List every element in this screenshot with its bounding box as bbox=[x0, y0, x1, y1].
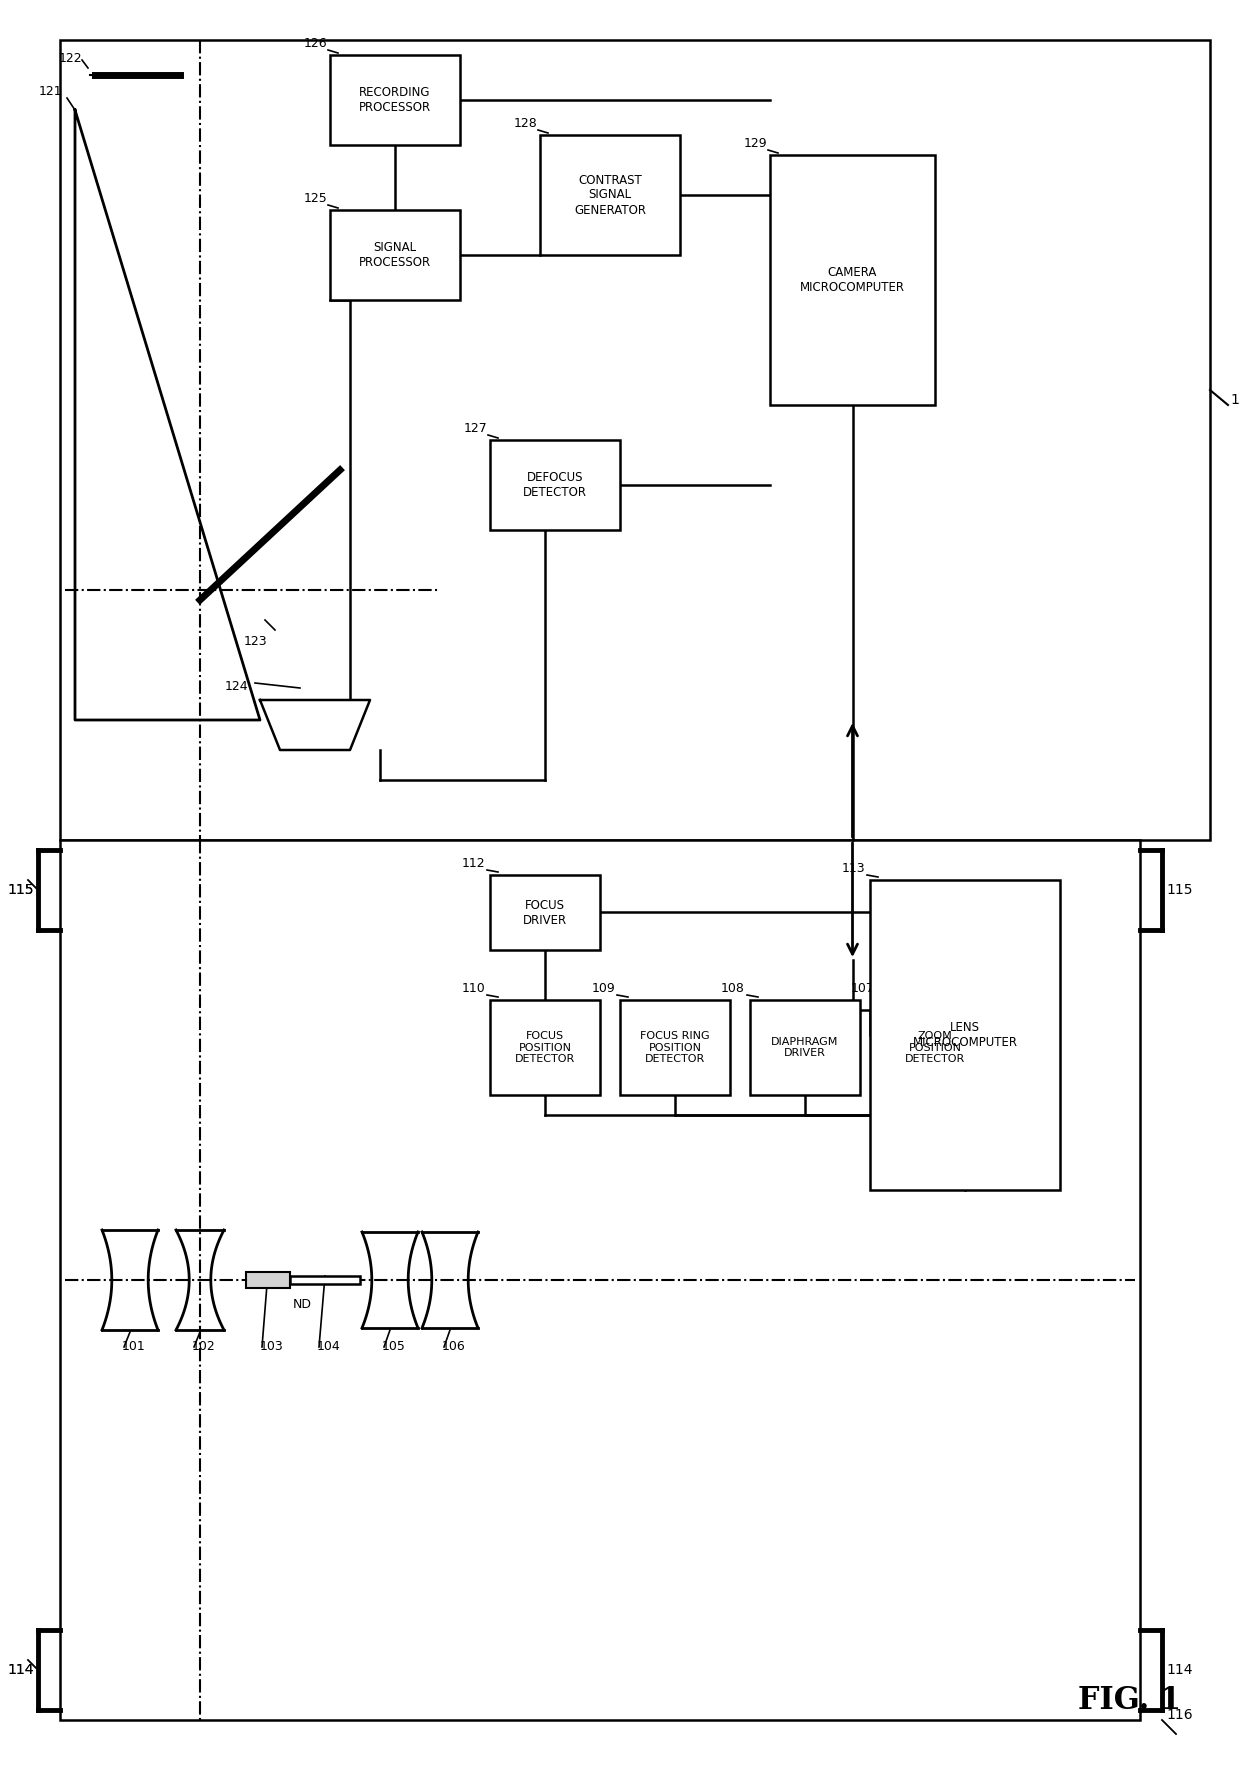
Text: 115: 115 bbox=[7, 884, 33, 898]
Text: 113: 113 bbox=[842, 862, 866, 875]
Text: RECORDING
PROCESSOR: RECORDING PROCESSOR bbox=[358, 87, 432, 115]
Text: 115: 115 bbox=[1166, 884, 1193, 898]
Text: ZOOM
POSITION
DETECTOR: ZOOM POSITION DETECTOR bbox=[905, 1030, 965, 1064]
Bar bbox=[770, 155, 935, 405]
Text: 121: 121 bbox=[38, 85, 62, 97]
Text: DIAPHRAGM
DRIVER: DIAPHRAGM DRIVER bbox=[771, 1037, 838, 1058]
Text: 112: 112 bbox=[461, 857, 485, 869]
Text: 114: 114 bbox=[7, 1663, 33, 1677]
Text: 110: 110 bbox=[461, 982, 485, 995]
Text: 116: 116 bbox=[1166, 1709, 1193, 1723]
Text: LENS
MICROCOMPUTER: LENS MICROCOMPUTER bbox=[913, 1021, 1018, 1050]
Bar bbox=[246, 1272, 290, 1288]
Text: SIGNAL
PROCESSOR: SIGNAL PROCESSOR bbox=[358, 240, 432, 269]
Text: FOCUS
DRIVER: FOCUS DRIVER bbox=[523, 898, 567, 926]
Bar bbox=[490, 875, 600, 951]
Text: CAMERA
MICROCOMPUTER: CAMERA MICROCOMPUTER bbox=[800, 267, 905, 293]
Text: 108: 108 bbox=[722, 982, 745, 995]
Text: CONTRAST
SIGNAL
GENERATOR: CONTRAST SIGNAL GENERATOR bbox=[574, 173, 646, 217]
Bar bbox=[539, 134, 680, 254]
Text: 104: 104 bbox=[317, 1339, 341, 1354]
Text: FOCUS RING
POSITION
DETECTOR: FOCUS RING POSITION DETECTOR bbox=[640, 1030, 709, 1064]
Bar bbox=[330, 210, 460, 300]
Text: FOCUS
POSITION
DETECTOR: FOCUS POSITION DETECTOR bbox=[515, 1030, 575, 1064]
Text: 124: 124 bbox=[224, 680, 248, 693]
Text: 115: 115 bbox=[7, 884, 33, 898]
Text: 129: 129 bbox=[743, 138, 768, 150]
Text: 125: 125 bbox=[304, 193, 327, 205]
Text: DEFOCUS
DETECTOR: DEFOCUS DETECTOR bbox=[523, 472, 587, 498]
Text: 123: 123 bbox=[243, 634, 267, 648]
Text: 102: 102 bbox=[192, 1339, 216, 1354]
Text: 122: 122 bbox=[58, 51, 82, 65]
Text: 126: 126 bbox=[304, 37, 327, 49]
Bar bbox=[60, 839, 1140, 1719]
Bar bbox=[60, 41, 1210, 839]
Text: 131: 131 bbox=[1230, 392, 1240, 406]
Text: ND: ND bbox=[293, 1299, 312, 1311]
Text: 128: 128 bbox=[513, 117, 537, 131]
Polygon shape bbox=[260, 700, 370, 749]
Bar bbox=[490, 440, 620, 530]
Bar bbox=[490, 1000, 600, 1096]
Text: 106: 106 bbox=[441, 1339, 466, 1354]
Text: FIG. 1: FIG. 1 bbox=[1079, 1684, 1182, 1716]
Bar bbox=[620, 1000, 730, 1096]
Bar bbox=[330, 55, 460, 145]
Text: 103: 103 bbox=[260, 1339, 284, 1354]
Text: 107: 107 bbox=[851, 982, 875, 995]
Bar bbox=[870, 880, 1060, 1189]
Bar bbox=[290, 1276, 360, 1285]
Text: 109: 109 bbox=[591, 982, 615, 995]
Text: 127: 127 bbox=[464, 422, 487, 435]
Text: 101: 101 bbox=[122, 1339, 146, 1354]
Bar bbox=[880, 1000, 990, 1096]
Text: 105: 105 bbox=[382, 1339, 405, 1354]
Bar bbox=[750, 1000, 861, 1096]
Text: 114: 114 bbox=[7, 1663, 33, 1677]
Text: 114: 114 bbox=[1166, 1663, 1193, 1677]
